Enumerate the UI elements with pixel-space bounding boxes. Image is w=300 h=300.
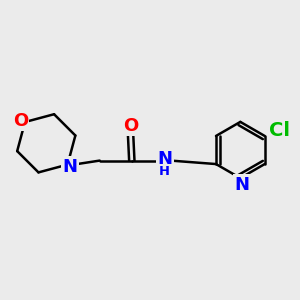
Text: N: N [63, 158, 78, 175]
Text: N: N [157, 150, 172, 168]
Text: Cl: Cl [269, 121, 290, 140]
Text: N: N [234, 176, 249, 194]
Text: O: O [13, 112, 28, 130]
Text: O: O [123, 117, 138, 135]
Text: H: H [159, 165, 170, 178]
